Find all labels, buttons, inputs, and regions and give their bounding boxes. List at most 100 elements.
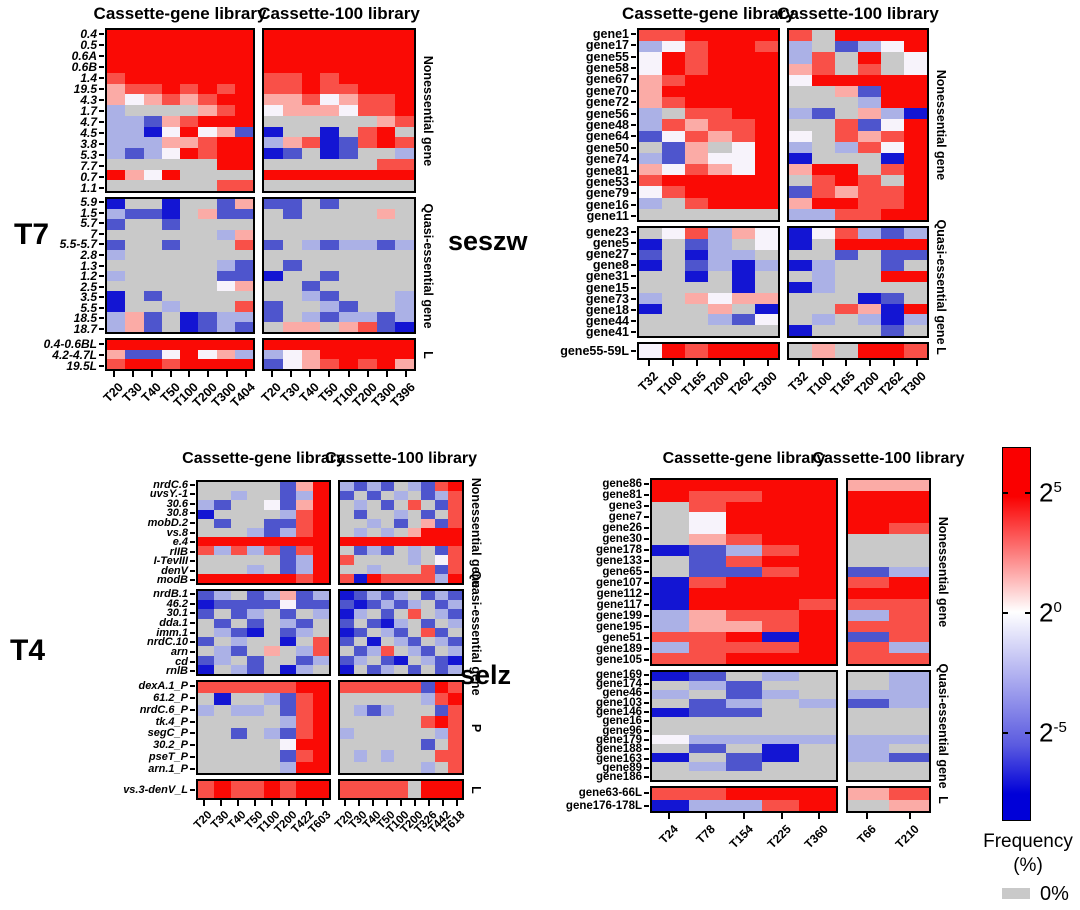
heatmap-cell <box>107 126 126 138</box>
heatmap-cell <box>812 41 835 53</box>
heatmap-T4-cassette100-sec1 <box>338 589 464 676</box>
heatmap-cell <box>652 799 689 811</box>
row-label-gene55-59L: gene55-59L <box>560 344 629 358</box>
heatmap-cell <box>312 518 329 528</box>
heatmap-cell <box>448 482 462 492</box>
row-tick <box>631 135 636 138</box>
heatmap-cell <box>125 219 144 230</box>
row-tick <box>190 621 195 624</box>
row-label-gene46: gene46 <box>602 687 642 700</box>
heatmap-cell <box>812 186 835 198</box>
heatmap-cell <box>125 115 144 127</box>
panel-title-cassette-gene-T7: Cassette-gene library <box>93 4 267 23</box>
heatmap-cell <box>301 270 321 281</box>
heatmap-cell <box>799 599 836 610</box>
heatmap-cell <box>421 655 435 665</box>
heatmap-cell <box>434 573 449 583</box>
heatmap-cell <box>395 158 414 170</box>
heatmap-cell <box>230 518 248 528</box>
heatmap-cell <box>367 664 381 674</box>
heatmap-cell <box>685 152 709 165</box>
heatmap-cell <box>340 716 354 728</box>
heatmap-cell <box>296 555 313 565</box>
row-label-0.6B: 0.6B <box>71 59 97 74</box>
heatmap-cell <box>107 40 126 52</box>
heatmap-cell <box>394 738 408 751</box>
heatmap-cell <box>812 344 835 358</box>
heatmap-cell <box>380 546 395 556</box>
heatmap-cell <box>858 30 881 42</box>
row-label-imm.1: imm.1 <box>156 626 188 639</box>
row-tick <box>99 142 104 145</box>
heatmap-cell <box>264 321 283 332</box>
heatmap-cell <box>835 97 858 109</box>
heatmap-cell <box>789 85 812 98</box>
heatmap-cell <box>888 653 929 664</box>
heatmap-cell <box>848 708 889 717</box>
row-tick <box>99 186 104 189</box>
heatmap-cell <box>161 229 180 240</box>
heatmap-cell <box>296 573 313 583</box>
heatmap-cell <box>279 500 297 510</box>
heatmap-cell <box>812 208 835 220</box>
heatmap-cell <box>904 271 927 282</box>
heatmap-cell <box>708 108 732 120</box>
heatmap-cell <box>799 642 836 654</box>
x-axis-tick <box>304 800 307 806</box>
heatmap-cell <box>312 781 329 798</box>
x-axis-tick <box>405 371 408 377</box>
row-label-rnlB: rnlB <box>166 665 188 678</box>
heatmap-cell <box>904 97 927 109</box>
heatmap-cell <box>296 727 313 739</box>
row-label-gene105: gene105 <box>595 654 642 667</box>
heatmap-cell <box>180 229 199 240</box>
heatmap-cell <box>198 239 217 251</box>
row-label-gene5: gene5 <box>592 235 629 250</box>
heatmap-cell <box>395 359 414 369</box>
heatmap-cell <box>282 340 302 350</box>
legend-zero-label: 0% <box>1040 883 1069 905</box>
heatmap-cell <box>301 219 321 230</box>
heatmap-cell <box>448 738 462 751</box>
heatmap-cell <box>234 199 253 210</box>
heatmap-cell <box>904 130 927 142</box>
heatmap-cell <box>279 637 297 647</box>
heatmap-cell <box>247 573 264 583</box>
heatmap-cell <box>339 209 358 220</box>
heatmap-cell <box>421 546 435 556</box>
heatmap-cell <box>357 349 377 360</box>
heatmap-cell <box>340 591 354 601</box>
heatmap-cell <box>301 280 321 292</box>
heatmap-cell <box>848 753 889 762</box>
heatmap-cell <box>234 126 253 138</box>
heatmap-cell <box>380 573 395 583</box>
heatmap-cell <box>264 148 283 159</box>
heatmap-cell <box>762 620 800 632</box>
section-label-l: L <box>421 350 435 359</box>
row-label-0.4: 0.4 <box>80 26 97 41</box>
heatmap-cell <box>448 646 462 656</box>
heatmap-cell <box>376 340 396 350</box>
heatmap-cell <box>296 509 313 519</box>
heatmap-T4-cassette100-sec3 <box>338 779 464 800</box>
heatmap-cell <box>662 97 686 109</box>
heatmap-cell <box>395 40 414 52</box>
heatmap-cell <box>835 325 858 336</box>
heatmap-cell <box>904 249 927 261</box>
heatmap-cell <box>263 618 280 628</box>
heatmap-cell <box>662 314 686 326</box>
heatmap-cell <box>301 349 321 360</box>
row-label-3.5: 3.5 <box>80 290 97 305</box>
row-tick <box>190 521 195 524</box>
heatmap-cell <box>214 738 231 751</box>
heatmap-cell <box>263 537 280 547</box>
heatmap-cell <box>198 321 217 332</box>
heatmap-cell <box>652 534 689 545</box>
heatmap-cell <box>394 655 408 665</box>
heatmap-cell <box>143 148 162 159</box>
heatmap-cell <box>312 573 329 583</box>
heatmap-cell <box>434 750 449 762</box>
section-label-p: P <box>469 723 483 732</box>
heatmap-cell <box>279 618 297 628</box>
heatmap-cell <box>161 30 180 41</box>
